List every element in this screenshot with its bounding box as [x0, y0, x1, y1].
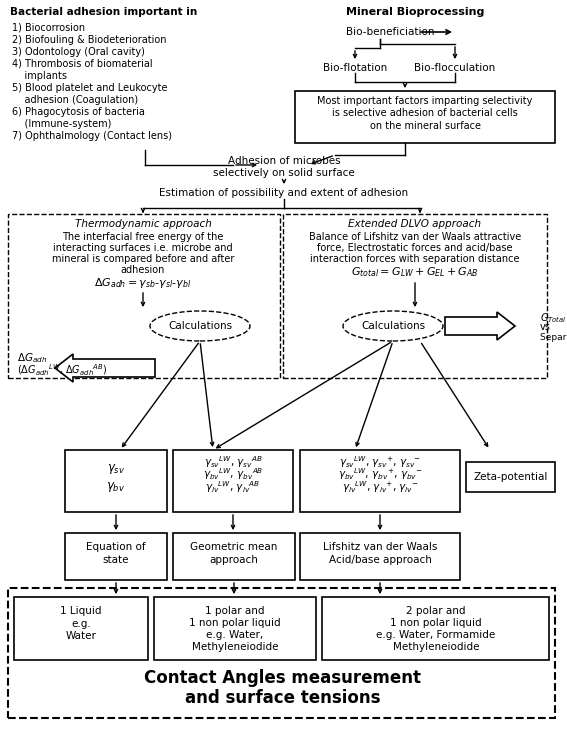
- Text: $\gamma_{sv}{}^{LW}$, $\gamma_{sv}{}^{+}$, $\gamma_{sv}{}^{-}$: $\gamma_{sv}{}^{LW}$, $\gamma_{sv}{}^{+}…: [339, 454, 421, 470]
- Bar: [173, 450, 293, 512]
- Bar: [283, 214, 547, 378]
- Text: Estimation of possibility and extent of adhesion: Estimation of possibility and extent of …: [159, 188, 409, 198]
- Text: Bacterial adhesion important in: Bacterial adhesion important in: [10, 7, 197, 17]
- Text: Calculations: Calculations: [361, 321, 425, 331]
- Text: e.g. Water,: e.g. Water,: [206, 630, 264, 640]
- Text: Separation distance: Separation distance: [540, 333, 567, 342]
- Text: 6) Phagocytosis of bacteria: 6) Phagocytosis of bacteria: [12, 107, 145, 117]
- Text: Acid/base approach: Acid/base approach: [328, 555, 431, 565]
- Bar: [154, 597, 316, 660]
- Text: 2 polar and: 2 polar and: [406, 606, 466, 616]
- Text: 1 non polar liquid: 1 non polar liquid: [189, 618, 281, 628]
- Text: (Immune-system): (Immune-system): [12, 119, 111, 129]
- Text: 4) Thrombosis of biomaterial: 4) Thrombosis of biomaterial: [12, 59, 153, 69]
- FancyArrow shape: [55, 354, 155, 382]
- Ellipse shape: [150, 311, 250, 341]
- Text: Bio-flocculation: Bio-flocculation: [414, 63, 496, 73]
- Bar: [300, 450, 460, 512]
- Text: 5) Blood platelet and Leukocyte: 5) Blood platelet and Leukocyte: [12, 83, 167, 93]
- Text: Extended DLVO approach: Extended DLVO approach: [349, 219, 481, 229]
- Text: $\gamma_{bv}$: $\gamma_{bv}$: [107, 480, 125, 494]
- Text: adhesion (Coagulation): adhesion (Coagulation): [12, 95, 138, 105]
- Text: Equation of: Equation of: [86, 542, 146, 552]
- Text: 2) Biofouling & Biodeterioration: 2) Biofouling & Biodeterioration: [12, 35, 167, 45]
- Text: and surface tensions: and surface tensions: [185, 689, 381, 707]
- Text: on the mineral surface: on the mineral surface: [370, 121, 480, 131]
- Text: Methyleneiodide: Methyleneiodide: [192, 642, 278, 652]
- Text: Contact Angles measurement: Contact Angles measurement: [145, 669, 421, 687]
- Text: $G_{total}=G_{LW}+G_{EL}+G_{AB}$: $G_{total}=G_{LW}+G_{EL}+G_{AB}$: [351, 265, 479, 279]
- Text: approach: approach: [210, 555, 259, 565]
- Text: selectively on solid surface: selectively on solid surface: [213, 168, 355, 178]
- Ellipse shape: [343, 311, 443, 341]
- Text: $\gamma_{bv}{}^{LW}$, $\gamma_{bv}{}^{+}$, $\gamma_{bv}{}^{-}$: $\gamma_{bv}{}^{LW}$, $\gamma_{bv}{}^{+}…: [337, 466, 422, 482]
- Text: $\gamma_{sv}{}^{LW}$, $\gamma_{sv}{}^{AB}$: $\gamma_{sv}{}^{LW}$, $\gamma_{sv}{}^{AB…: [204, 454, 263, 470]
- Text: ($\Delta G_{adh}{}^{LW}$, $\Delta G_{adh}{}^{AB}$): ($\Delta G_{adh}{}^{LW}$, $\Delta G_{adh…: [17, 362, 107, 378]
- Text: Most important factors imparting selectivity: Most important factors imparting selecti…: [318, 96, 532, 106]
- Text: Mineral Bioprocessing: Mineral Bioprocessing: [346, 7, 484, 17]
- Text: is selective adhesion of bacterial cells: is selective adhesion of bacterial cells: [332, 108, 518, 118]
- Text: 1 polar and: 1 polar and: [205, 606, 265, 616]
- Bar: [14, 597, 148, 660]
- Text: e.g. Water, Formamide: e.g. Water, Formamide: [376, 630, 496, 640]
- Text: $\Delta G_{adh}=\gamma_{sb}\text{-}\gamma_{sl}\text{-}\gamma_{bl}$: $\Delta G_{adh}=\gamma_{sb}\text{-}\gamm…: [94, 276, 192, 290]
- Text: vs: vs: [540, 322, 551, 332]
- Text: interaction forces with separation distance: interaction forces with separation dista…: [310, 254, 520, 264]
- Text: Thermodynamic approach: Thermodynamic approach: [75, 219, 211, 229]
- Text: 3) Odontology (Oral cavity): 3) Odontology (Oral cavity): [12, 47, 145, 57]
- Text: 7) Ophthalmology (Contact lens): 7) Ophthalmology (Contact lens): [12, 131, 172, 141]
- Text: Calculations: Calculations: [168, 321, 232, 331]
- Text: The interfacial free energy of the: The interfacial free energy of the: [62, 232, 224, 242]
- Bar: [8, 588, 555, 718]
- Bar: [466, 462, 555, 492]
- Text: Balance of Lifshitz van der Waals attractive: Balance of Lifshitz van der Waals attrac…: [309, 232, 521, 242]
- Text: Geometric mean: Geometric mean: [191, 542, 278, 552]
- Bar: [65, 533, 167, 580]
- Bar: [300, 533, 460, 580]
- Text: $\gamma_{lv}{}^{LW}$, $\gamma_{lv}{}^{AB}$: $\gamma_{lv}{}^{LW}$, $\gamma_{lv}{}^{AB…: [205, 479, 261, 495]
- Text: 1 Liquid: 1 Liquid: [60, 606, 101, 616]
- Bar: [65, 450, 167, 512]
- Text: implants: implants: [12, 71, 67, 81]
- FancyArrow shape: [445, 312, 515, 340]
- Text: Water: Water: [66, 631, 96, 641]
- Text: mineral is compared before and after: mineral is compared before and after: [52, 254, 234, 264]
- Text: $\gamma_{sv}$: $\gamma_{sv}$: [107, 462, 125, 476]
- Text: Lifshitz van der Waals: Lifshitz van der Waals: [323, 542, 437, 552]
- Text: adhesion: adhesion: [121, 265, 165, 275]
- Text: force, Electrostatic forces and acid/base: force, Electrostatic forces and acid/bas…: [318, 243, 513, 253]
- Text: Bio-flotation: Bio-flotation: [323, 63, 387, 73]
- Text: $\gamma_{bv}{}^{LW}$, $\gamma_{bv}{}^{AB}$: $\gamma_{bv}{}^{LW}$, $\gamma_{bv}{}^{AB…: [203, 466, 263, 482]
- Bar: [322, 597, 549, 660]
- Bar: [173, 533, 295, 580]
- Text: interacting surfaces i.e. microbe and: interacting surfaces i.e. microbe and: [53, 243, 233, 253]
- Text: Bio-beneficiation: Bio-beneficiation: [346, 27, 434, 37]
- Text: $\Delta G_{adh}$: $\Delta G_{adh}$: [17, 351, 47, 365]
- Text: 1) Biocorrosion: 1) Biocorrosion: [12, 23, 85, 33]
- Text: e.g.: e.g.: [71, 619, 91, 629]
- Bar: [295, 91, 555, 143]
- Text: state: state: [103, 555, 129, 565]
- Text: Zeta-potential: Zeta-potential: [474, 472, 548, 482]
- Text: Adhesion of microbes: Adhesion of microbes: [228, 156, 340, 166]
- Bar: [8, 214, 280, 378]
- Text: Methyleneiodide: Methyleneiodide: [393, 642, 479, 652]
- Text: 1 non polar liquid: 1 non polar liquid: [390, 618, 482, 628]
- Text: $G_{Total}$: $G_{Total}$: [540, 311, 566, 325]
- Text: $\gamma_{lv}{}^{LW}$, $\gamma_{lv}{}^{+}$, $\gamma_{lv}{}^{-}$: $\gamma_{lv}{}^{LW}$, $\gamma_{lv}{}^{+}…: [341, 479, 418, 495]
